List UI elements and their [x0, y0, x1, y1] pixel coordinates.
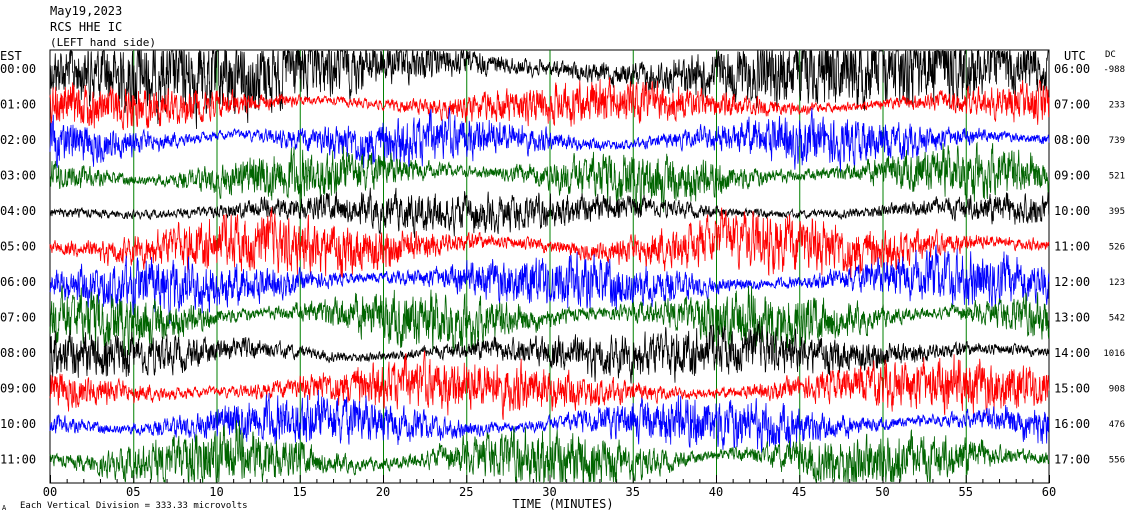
utc-hour-label: 16:00 — [1054, 417, 1090, 431]
dc-offset-value: 1016 — [1103, 349, 1125, 359]
corner-mark: A — [2, 504, 7, 512]
utc-hour-label: 07:00 — [1054, 98, 1090, 112]
dc-offset-value: 521 — [1109, 172, 1125, 182]
scale-text: Each Vertical Division = 333.33 microvol… — [20, 501, 248, 511]
grid-layer — [49, 49, 1050, 484]
dc-offset-value: -988 — [1103, 65, 1125, 75]
x-tick-label: 30 — [542, 485, 556, 499]
x-tick-label: 00 — [43, 485, 57, 499]
trace-line — [49, 389, 1050, 453]
utc-hour-label: 14:00 — [1054, 346, 1090, 360]
trace-line — [49, 141, 1050, 213]
trace-line — [49, 321, 1050, 384]
trace-line — [49, 49, 1050, 130]
dc-offset-value: 556 — [1109, 456, 1125, 466]
trace-line — [49, 285, 1050, 357]
est-hour-label: 10:00 — [0, 417, 36, 431]
x-tick-label: 55 — [959, 485, 973, 499]
dc-offset-value: 233 — [1109, 101, 1125, 111]
trace-line — [49, 420, 1050, 484]
x-tick-label: 05 — [126, 485, 140, 499]
utc-hour-label: 10:00 — [1054, 204, 1090, 218]
header-note: (LEFT hand side) — [50, 36, 156, 49]
est-hour-label: 08:00 — [0, 346, 36, 360]
x-tick-label: 10 — [209, 485, 223, 499]
utc-hour-label: 13:00 — [1054, 311, 1090, 325]
est-hour-label: 07:00 — [0, 311, 36, 325]
est-hour-label: 05:00 — [0, 240, 36, 254]
x-tick-label: 35 — [626, 485, 640, 499]
trace-line — [49, 244, 1050, 324]
header-station: RCS HHE IC — [50, 20, 122, 34]
trace-line — [49, 77, 1050, 131]
est-hour-label: 00:00 — [0, 62, 36, 76]
utc-hour-label: 08:00 — [1054, 133, 1090, 147]
trace-layer — [49, 49, 1050, 484]
dc-label: DC — [1105, 50, 1116, 60]
trace-line — [49, 107, 1050, 173]
dc-offset-value: 395 — [1109, 207, 1125, 217]
utc-hour-label: 06:00 — [1054, 62, 1090, 76]
dc-offset-value: 476 — [1109, 420, 1125, 430]
est-hour-label: 09:00 — [0, 382, 36, 396]
dc-offset-value: 123 — [1109, 278, 1125, 288]
x-tick-label: 20 — [376, 485, 390, 499]
x-tick-label: 50 — [875, 485, 889, 499]
est-hour-label: 01:00 — [0, 98, 36, 112]
utc-hour-label: 09:00 — [1054, 169, 1090, 183]
utc-hour-label: 17:00 — [1054, 453, 1090, 467]
dc-offset-value: 542 — [1109, 314, 1125, 324]
dc-offset-value: 526 — [1109, 243, 1125, 253]
utc-label: UTC — [1064, 49, 1086, 63]
header-date: May19,2023 — [50, 4, 122, 18]
est-hour-label: 11:00 — [0, 453, 36, 467]
est-hour-label: 06:00 — [0, 275, 36, 289]
x-tick-label: 15 — [293, 485, 307, 499]
trace-line — [49, 207, 1050, 281]
utc-hour-label: 11:00 — [1054, 240, 1090, 254]
label-layer: 00 05 10 15 20 25 30 35 40 45 50 55 60 00:00 06:00 -988… — [0, 62, 1125, 499]
est-hour-label: 02:00 — [0, 133, 36, 147]
trace-line — [49, 187, 1050, 238]
x-tick-label: 25 — [459, 485, 473, 499]
x-tick-label: 40 — [709, 485, 723, 499]
utc-hour-label: 15:00 — [1054, 382, 1090, 396]
dc-offset-value: 908 — [1109, 385, 1125, 395]
utc-hour-label: 12:00 — [1054, 275, 1090, 289]
est-hour-label: 03:00 — [0, 169, 36, 183]
x-axis-title: TIME (MINUTES) — [512, 497, 613, 511]
x-tick-label: 45 — [792, 485, 806, 499]
est-hour-label: 04:00 — [0, 204, 36, 218]
trace-line — [49, 350, 1050, 420]
est-label: EST — [0, 49, 22, 63]
dc-offset-value: 739 — [1109, 136, 1125, 146]
x-tick-label: 60 — [1042, 485, 1056, 499]
